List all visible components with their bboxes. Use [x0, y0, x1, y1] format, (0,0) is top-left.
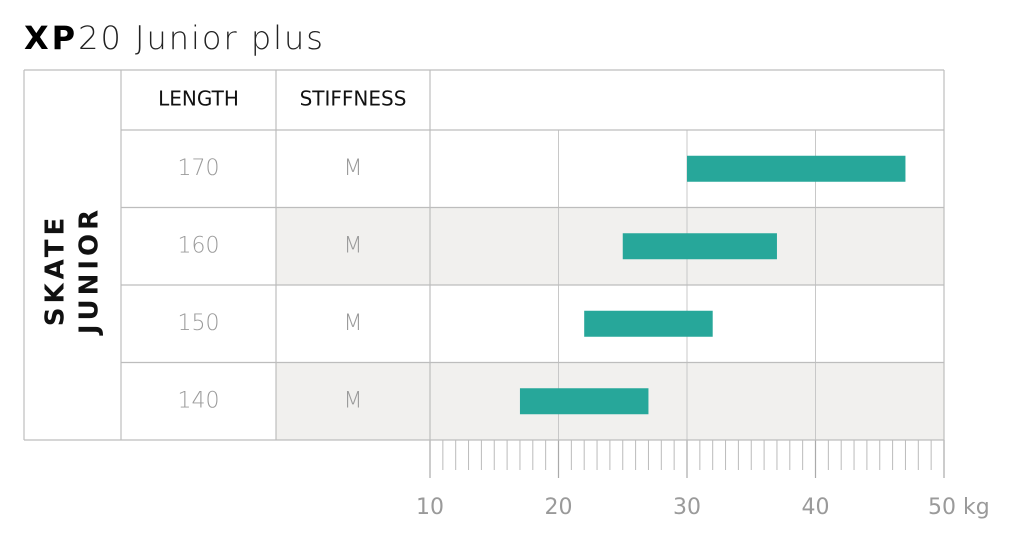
range-bar: [687, 155, 906, 182]
stiffness-cell: M: [344, 156, 363, 181]
x-tick-label: 10: [416, 495, 444, 520]
column-header: LENGTH: [158, 87, 239, 111]
x-tick-label: 40: [802, 495, 830, 520]
length-cell: 140: [178, 388, 220, 413]
row-group-label: SKATE: [41, 214, 71, 326]
length-cell: 170: [178, 156, 220, 181]
row-shade: [276, 207, 944, 285]
range-bar: [519, 388, 649, 415]
length-cell: 160: [178, 233, 220, 258]
range-bar: [584, 310, 713, 337]
length-cell: 150: [178, 311, 220, 336]
stiffness-cell: M: [344, 388, 363, 413]
row-group-label: JUNIOR: [75, 206, 105, 336]
x-tick-label: 50 kg: [928, 495, 990, 520]
title-text: 20 Junior plus: [78, 19, 325, 57]
column-header: STIFFNESS: [300, 87, 407, 111]
title-bold: XP: [24, 19, 78, 57]
stiffness-cell: M: [344, 233, 363, 258]
x-tick-label: 30: [673, 495, 701, 520]
x-tick-label: 20: [545, 495, 573, 520]
range-bar: [622, 233, 777, 260]
chart-title: XP20 Junior plus: [24, 19, 325, 57]
stiffness-cell: M: [344, 311, 363, 336]
